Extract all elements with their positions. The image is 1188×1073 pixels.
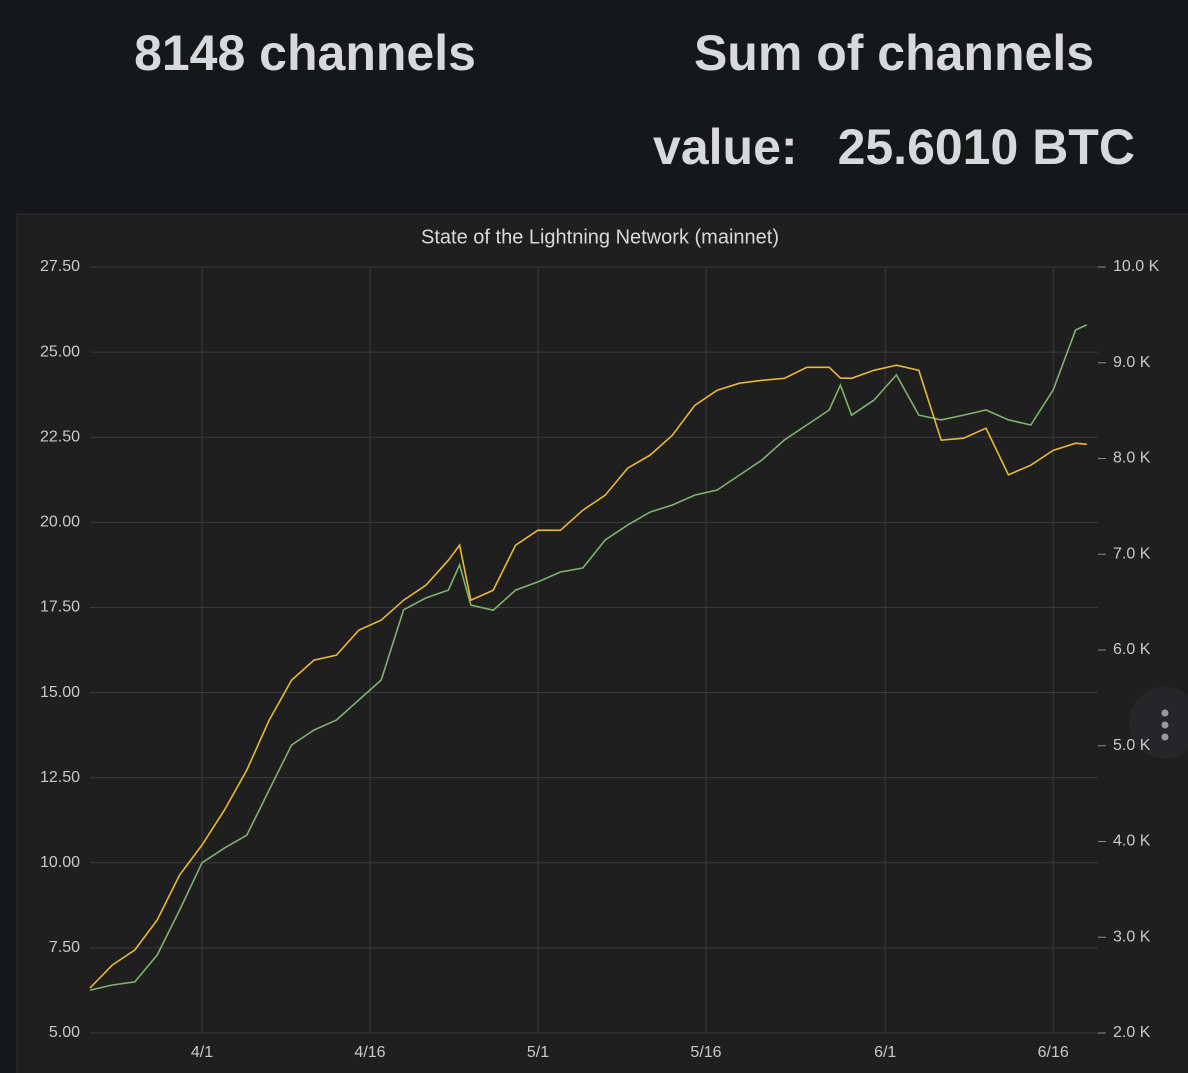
y-tick-label: 17.50	[40, 599, 80, 616]
series-line	[89, 364, 1087, 989]
series-line	[89, 324, 1088, 991]
x-tick-label: 5/1	[527, 1044, 549, 1061]
y2-tick-label: 2.0 K	[1113, 1024, 1151, 1041]
menu-dot	[1161, 709, 1169, 717]
chart-title: State of the Lightning Network (mainnet)	[421, 226, 779, 248]
x-tick-label: 6/16	[1038, 1044, 1069, 1061]
stat-value: 25.6010 BTC	[837, 119, 1135, 175]
panel-menu[interactable]	[1129, 687, 1188, 759]
panel	[16, 213, 1188, 1073]
x-tick-label: 5/16	[690, 1044, 721, 1061]
y2-tick-label: 8.0 K	[1113, 450, 1151, 467]
y-tick-label: 15.00	[40, 684, 80, 701]
y-tick-label: 12.50	[40, 769, 80, 786]
y-tick-label: 20.00	[40, 514, 80, 531]
y2-tick-label: 9.0 K	[1113, 354, 1151, 371]
capacity-stat: Sum of channels value: 25.6010 BTC	[614, 6, 1174, 194]
y2-tick-label: 4.0 K	[1113, 833, 1151, 850]
menu-dot	[1161, 721, 1169, 729]
y-tick-label: 22.50	[40, 428, 80, 445]
stat-text: 8148 channels	[134, 25, 476, 81]
y2-tick-label: 5.0 K	[1113, 737, 1151, 754]
menu-button[interactable]	[1129, 687, 1188, 759]
y2-tick-label: 3.0 K	[1113, 928, 1151, 945]
y2-tick-label: 7.0 K	[1113, 545, 1151, 562]
y-tick-label: 10.00	[40, 854, 80, 871]
stat-label: Sum of channels value:	[653, 25, 1095, 175]
channel-count-stat: 8148 channels	[40, 6, 570, 100]
y-tick-label: 5.00	[49, 1024, 80, 1041]
y2-tick-label: 6.0 K	[1113, 641, 1151, 658]
y-tick-label: 25.00	[40, 343, 80, 360]
x-tick-label: 6/1	[874, 1044, 896, 1061]
x-tick-label: 4/1	[191, 1044, 213, 1061]
y-tick-label: 7.50	[49, 939, 80, 956]
y2-tick-label: 10.0 K	[1113, 258, 1160, 275]
menu-dot	[1161, 733, 1169, 741]
y-tick-label: 27.50	[40, 258, 80, 275]
x-tick-label: 4/16	[354, 1044, 385, 1061]
